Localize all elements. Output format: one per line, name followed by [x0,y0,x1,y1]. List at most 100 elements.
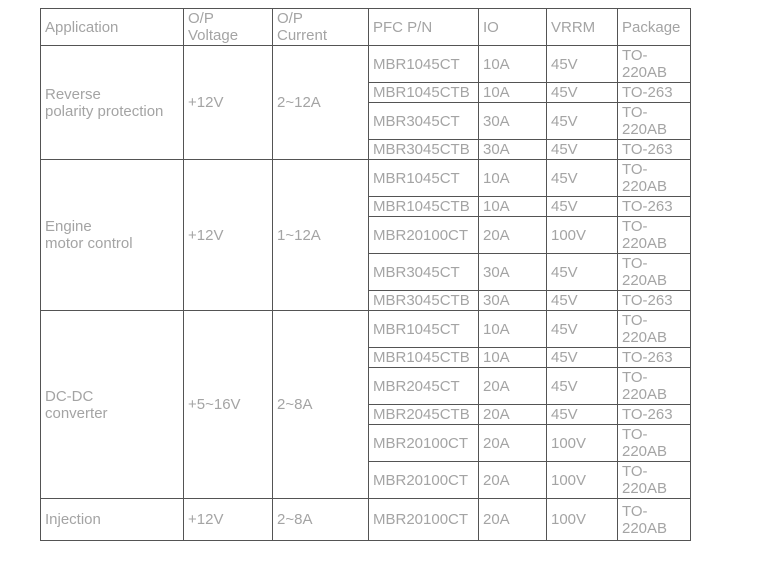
vrrm-cell: 45V [546,367,618,405]
io-cell: 20A [478,404,547,425]
pn-cell: MBR2045CTB [368,404,479,425]
application-cell: Engine motor control [40,159,184,311]
package-cell: TO-220AB [617,424,691,462]
table-row: Engine motor control +12V 1~12A MBR1045C… [40,159,691,311]
vrrm-cell: 100V [546,498,618,541]
current-cell: 2~12A [272,45,369,160]
pn-cell: MBR1045CT [368,159,479,197]
pn-cell: MBR1045CTB [368,82,479,103]
vrrm-cell: 100V [546,461,618,499]
header-io: IO [478,8,547,46]
package-cell: TO-263 [617,404,691,425]
pn-cell: MBR1045CT [368,310,479,348]
vrrm-cell: 100V [546,424,618,462]
vrrm-cell: 45V [546,347,618,368]
vrrm-cell: 45V [546,139,618,160]
pn-cell: MBR20100CT [368,216,479,254]
vrrm-cell: 100V [546,216,618,254]
parts-table: Application O/P Voltage O/P Current PFC … [40,8,691,541]
io-cell: 30A [478,253,547,291]
vrrm-cell: 45V [546,253,618,291]
table-row: Reverse polarity protection +12V 2~12A M… [40,45,691,160]
io-cell: 30A [478,102,547,140]
voltage-cell: +12V [183,498,273,541]
io-cell: 20A [478,216,547,254]
package-cell: TO-220AB [617,461,691,499]
header-op-voltage: O/P Voltage [183,8,273,46]
vrrm-cell: 45V [546,82,618,103]
pn-cell: MBR2045CT [368,367,479,405]
pn-cell: MBR3045CTB [368,290,479,311]
table-row: DC-DC converter +5~16V 2~8A MBR1045CT 10… [40,310,691,499]
pn-cell: MBR20100CT [368,461,479,499]
package-cell: TO-220AB [617,367,691,405]
package-cell: TO-263 [617,196,691,217]
package-cell: TO-263 [617,82,691,103]
io-cell: 10A [478,310,547,348]
pn-cell: MBR1045CTB [368,196,479,217]
vrrm-cell: 45V [546,404,618,425]
io-cell: 30A [478,290,547,311]
header-pfc-pn: PFC P/N [368,8,479,46]
vrrm-cell: 45V [546,196,618,217]
package-cell: TO-220AB [617,498,691,541]
voltage-cell: +12V [183,159,273,311]
package-cell: TO-220AB [617,45,691,83]
voltage-cell: +12V [183,45,273,160]
application-cell: DC-DC converter [40,310,184,499]
vrrm-cell: 45V [546,290,618,311]
current-cell: 2~8A [272,498,369,541]
table-row: MBR20100CT 20A 100V TO-220AB [41,216,691,254]
vrrm-cell: 45V [546,159,618,197]
package-cell: TO-263 [617,139,691,160]
pn-cell: MBR20100CT [368,424,479,462]
header-op-current: O/P Current [272,8,369,46]
io-cell: 10A [478,45,547,83]
voltage-cell: +5~16V [183,310,273,499]
table-row: MBR3045CT 30A 45V TO-220AB [41,102,691,140]
table-row: MBR1045CTB 10A 45V TO-263 [41,347,691,368]
io-cell: 10A [478,196,547,217]
package-cell: TO-220AB [617,216,691,254]
current-cell: 2~8A [272,310,369,499]
package-cell: TO-263 [617,347,691,368]
pn-cell: MBR1045CTB [368,347,479,368]
application-cell: Reverse polarity protection [40,45,184,160]
vrrm-cell: 45V [546,310,618,348]
table-row: MBR20100CT 20A 100V TO-220AB [41,424,691,462]
package-cell: TO-220AB [617,253,691,291]
pn-cell: MBR20100CT [368,498,479,541]
io-cell: 20A [478,461,547,499]
table-row: MBR1045CTB 10A 45V TO-263 [41,82,691,103]
package-cell: TO-263 [617,290,691,311]
io-cell: 10A [478,347,547,368]
vrrm-cell: 45V [546,102,618,140]
pn-cell: MBR3045CT [368,102,479,140]
parts-table-container: Application O/P Voltage O/P Current PFC … [40,8,691,541]
header-vrrm: VRRM [546,8,618,46]
table-row: MBR2045CTB 20A 45V TO-263 [41,404,691,425]
table-row: Injection +12V 2~8A MBR20100CT 20A 100V … [40,498,691,541]
io-cell: 30A [478,139,547,160]
package-cell: TO-220AB [617,310,691,348]
header-package: Package [617,8,691,46]
io-cell: 20A [478,367,547,405]
current-cell: 1~12A [272,159,369,311]
application-cell: Injection [40,498,184,541]
package-cell: TO-220AB [617,159,691,197]
table-row: MBR3045CT 30A 45V TO-220AB [41,253,691,291]
table-row: MBR2045CT 20A 45V TO-220AB [41,367,691,405]
io-cell: 10A [478,159,547,197]
io-cell: 20A [478,498,547,541]
vrrm-cell: 45V [546,45,618,83]
header-application: Application [40,8,184,46]
table-row: MBR1045CTB 10A 45V TO-263 [41,196,691,217]
pn-cell: MBR1045CT [368,45,479,83]
pn-cell: MBR3045CTB [368,139,479,160]
header-row: Application O/P Voltage O/P Current PFC … [40,8,691,46]
table-row: MBR3045CTB 30A 45V TO-263 [41,139,691,160]
io-cell: 20A [478,424,547,462]
pn-cell: MBR3045CT [368,253,479,291]
io-cell: 10A [478,82,547,103]
package-cell: TO-220AB [617,102,691,140]
